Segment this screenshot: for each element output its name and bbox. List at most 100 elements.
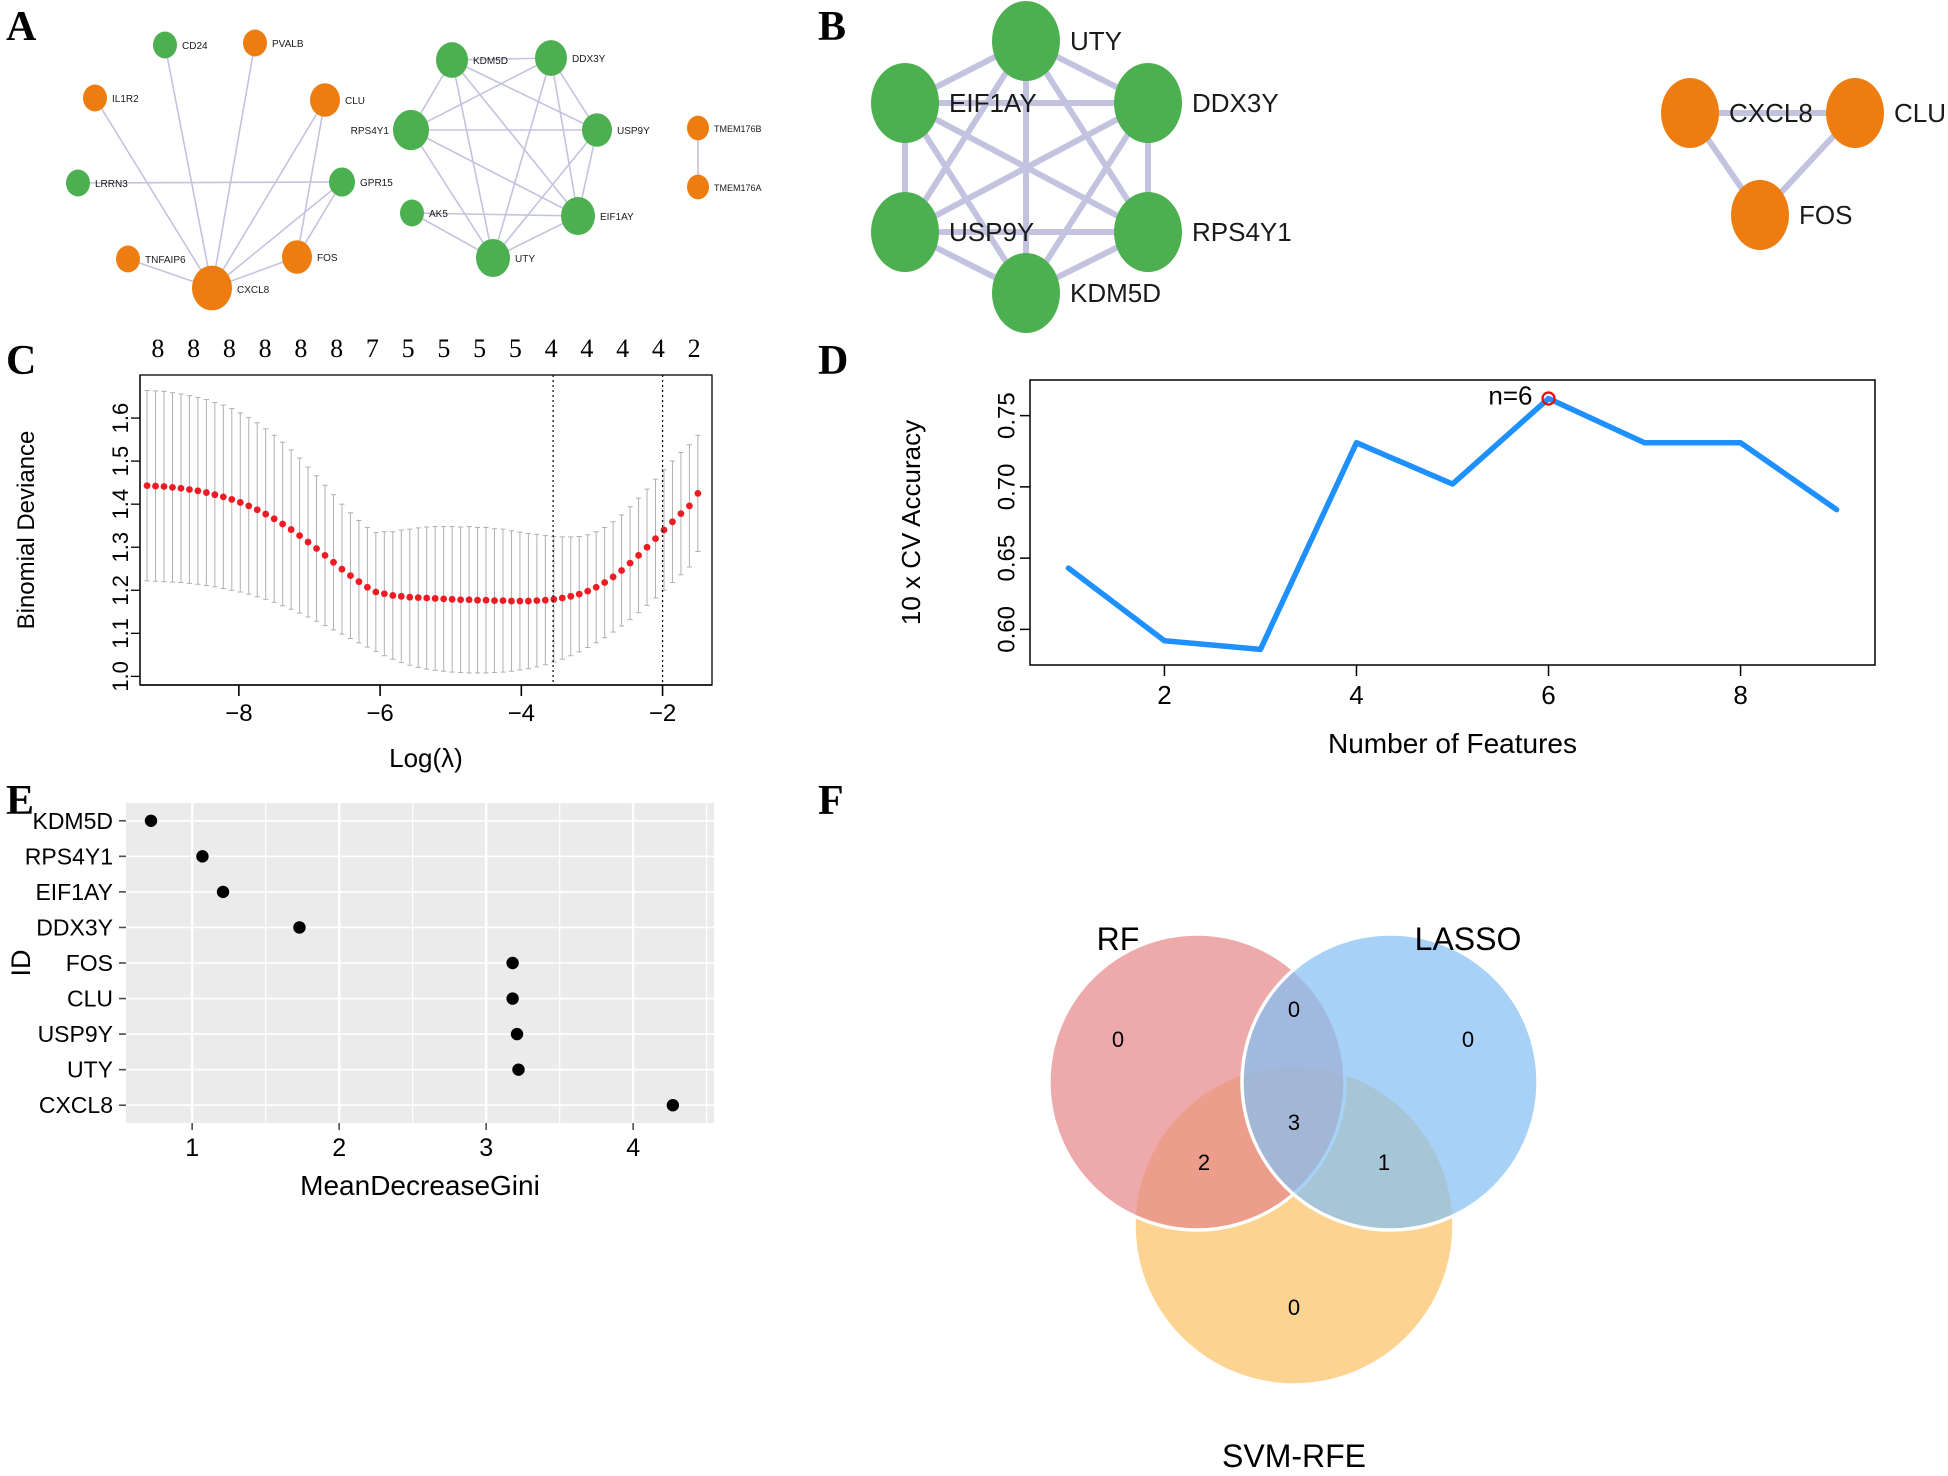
node-label: DDX3Y — [572, 54, 606, 65]
node-label: AK5 — [429, 209, 448, 220]
y-axis-tick-label: USP9Y — [38, 1021, 113, 1047]
network-node-rps4y1[interactable]: RPS4Y1 — [351, 109, 429, 151]
node-label: TMEM176B — [714, 124, 762, 134]
venn-label-svm-rfe: SVM-RFE — [1222, 1438, 1366, 1474]
x-axis-title: Log(λ) — [389, 743, 463, 773]
network-node-tmem176a[interactable]: TMEM176A — [687, 174, 762, 200]
node-label: KDM5D — [1070, 278, 1161, 308]
node-label: PVALB — [272, 39, 304, 50]
node-label: DDX3Y — [1192, 88, 1279, 118]
network-node-uty[interactable]: UTY — [992, 1, 1122, 81]
x-axis-title: MeanDecreaseGini — [300, 1170, 540, 1201]
network-node-tmem176b[interactable]: TMEM176B — [687, 115, 762, 141]
node-label: USP9Y — [617, 126, 650, 137]
network-node-ak5[interactable]: AK5 — [400, 199, 448, 227]
node-label: RPS4Y1 — [1192, 217, 1292, 247]
y-axis-title: Binomial Deviance — [13, 431, 40, 630]
y-axis-tick-label: 0.75 — [993, 392, 1020, 439]
svg-text:5: 5 — [402, 334, 415, 363]
svg-text:8: 8 — [187, 334, 200, 363]
network-node-kdm5d[interactable]: KDM5D — [992, 253, 1161, 333]
network-node-kdm5d[interactable]: KDM5D — [436, 42, 508, 78]
venn-count-svmrfe-only: 0 — [1288, 1295, 1300, 1320]
svg-text:8: 8 — [330, 334, 343, 363]
x-axis-tick-label: 8 — [1733, 680, 1747, 710]
deviance-points — [143, 482, 702, 605]
network-node-cxcl8[interactable]: CXCL8 — [1661, 78, 1813, 148]
y-axis-tick-label: 1.3 — [108, 532, 133, 563]
y-axis-tick-label: KDM5D — [32, 808, 113, 834]
network-node-fos[interactable]: FOS — [1731, 180, 1852, 250]
node-label: FOS — [1799, 200, 1852, 230]
network-node-clu[interactable]: CLU — [1826, 78, 1946, 148]
y-axis-title: 10 x CV Accuracy — [896, 420, 926, 625]
network-node-usp9y[interactable]: USP9Y — [582, 113, 650, 147]
gini-points — [144, 814, 680, 1112]
panel-b-label: B — [818, 4, 847, 50]
svg-text:8: 8 — [151, 334, 164, 363]
x-axis-tick-label: 3 — [479, 1134, 493, 1162]
error-bars — [144, 390, 701, 674]
venn-count-lasso-only: 0 — [1462, 1027, 1474, 1052]
network-node-cxcl8[interactable]: CXCL8 — [192, 265, 270, 311]
node-label: UTY — [1070, 26, 1122, 56]
venn-count-rf-svmrfe: 2 — [1198, 1150, 1210, 1175]
x-axis-tick-label: 4 — [626, 1134, 640, 1162]
network-node-clu[interactable]: CLU — [310, 83, 365, 117]
panel-f-label: F — [818, 778, 844, 824]
svg-text:4: 4 — [652, 334, 665, 363]
panel-b-network: UTY EIF1AY DDX3Y USP9Y RPS4Y1 KDM5D CXCL8 CLU FO… — [0, 0, 1948, 340]
node-label: IL1R2 — [112, 94, 139, 105]
node-label: GPR15 — [360, 178, 393, 189]
panel-e-gini-plot: KDM5D RPS4Y1 EIF1AY DDX3Y FOS CLU USP9Y UTY CXCL… — [0, 775, 800, 1476]
svg-text:5: 5 — [509, 334, 522, 363]
y-axis-tick-label: 1.2 — [108, 575, 133, 606]
x-axis-tick-label: 2 — [1157, 680, 1171, 710]
y-axis-tick-label: 0.60 — [993, 606, 1020, 653]
panel-c-lasso-plot: 1.0 1.1 1.2 1.3 1.4 1.5 1.6 −8 −6 −4 −2 8 8 8 8 8 8 7 5 5 5 5… — [0, 334, 800, 780]
svg-text:4: 4 — [580, 334, 593, 363]
network-node-il1r2[interactable]: IL1R2 — [83, 84, 139, 112]
y-axis-tick-label: UTY — [67, 1057, 113, 1083]
y-axis-tick-label: 1.1 — [108, 618, 133, 649]
x-axis-tick-label: 1 — [185, 1134, 199, 1162]
network-node-usp9y[interactable]: USP9Y — [871, 192, 1034, 272]
node-label: UTY — [515, 254, 535, 265]
panel-a-label: A — [6, 4, 37, 50]
network-node-ddx3y[interactable]: DDX3Y — [535, 40, 606, 76]
y-axis-tick-label: 0.65 — [993, 535, 1020, 582]
svg-text:8: 8 — [223, 334, 236, 363]
x-axis-tick-label: 6 — [1541, 680, 1555, 710]
svg-text:7: 7 — [366, 334, 379, 363]
network-node-eif1ay[interactable]: EIF1AY — [871, 63, 1037, 143]
network-node-cd24[interactable]: CD24 — [153, 31, 208, 59]
svg-text:5: 5 — [437, 334, 450, 363]
y-axis-tick-label: CXCL8 — [39, 1092, 113, 1118]
network-node-ddx3y[interactable]: DDX3Y — [1114, 63, 1279, 143]
node-label: CLU — [345, 96, 365, 107]
optimal-point-label: n=6 — [1488, 381, 1532, 411]
cv-accuracy-line — [1065, 395, 1840, 653]
optimal-point-marker — [1541, 391, 1556, 406]
venn-label-rf: RF — [1097, 921, 1140, 957]
network-node-lrrn3[interactable]: LRRN3 — [66, 169, 128, 197]
x-axis-tick-label: −2 — [649, 700, 676, 727]
x-axis-tick-label: 4 — [1349, 680, 1363, 710]
network-node-pvalb[interactable]: PVALB — [243, 29, 304, 57]
network-node-uty[interactable]: UTY — [476, 238, 535, 278]
y-axis-tick-label: 0.70 — [993, 464, 1020, 511]
venn-count-rf-only: 0 — [1112, 1027, 1124, 1052]
venn-circle-lasso[interactable] — [1240, 932, 1540, 1232]
node-label: RPS4Y1 — [351, 126, 390, 137]
svg-text:5: 5 — [473, 334, 486, 363]
panel-a-network: CD24 PVALB IL1R2 CLU LRRN3 GPR15 TNFAIP6 FOS CXC… — [0, 0, 800, 330]
node-label: CD24 — [182, 41, 208, 52]
network-node-eif1ay[interactable]: EIF1AY — [561, 196, 634, 236]
network-node-rps4y1[interactable]: RPS4Y1 — [1114, 192, 1292, 272]
node-label: EIF1AY — [600, 212, 634, 223]
network-node-tnfaip6[interactable]: TNFAIP6 — [116, 245, 186, 273]
network-node-fos[interactable]: FOS — [282, 240, 338, 274]
x-axis-tick-label: −4 — [508, 700, 535, 727]
network-node-gpr15[interactable]: GPR15 — [329, 167, 393, 197]
